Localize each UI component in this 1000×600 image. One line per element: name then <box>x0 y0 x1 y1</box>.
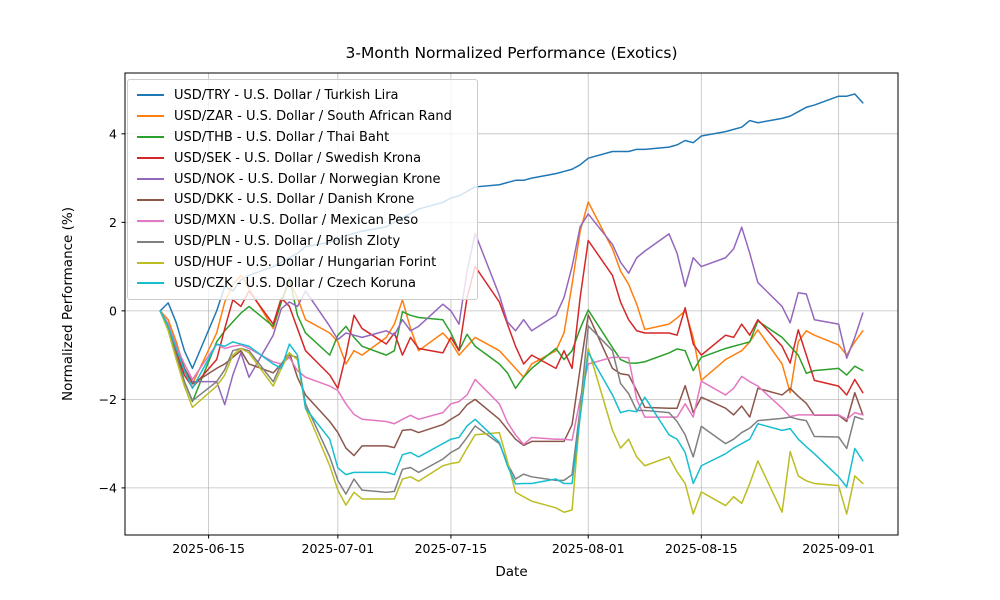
legend-label: USD/DKK - U.S. Dollar / Danish Krone <box>174 192 415 208</box>
y-tick-label: −4 <box>99 480 117 495</box>
series-line-USD-MXN <box>159 310 864 446</box>
x-tick-label: 2025-06-15 <box>172 541 245 556</box>
series-line-USD-SEK <box>159 239 864 396</box>
legend-line-swatch <box>137 157 164 160</box>
legend-item: USD/ZAR - U.S. Dollar / South African Ra… <box>137 106 468 127</box>
legend-label: USD/HUF - U.S. Dollar / Hungarian Forint <box>174 255 437 271</box>
series-line-USD-CZK <box>159 310 864 488</box>
y-tick-label: −2 <box>99 392 117 407</box>
series-line-USD-PLN <box>159 310 864 495</box>
legend-item: USD/TRY - U.S. Dollar / Turkish Lira <box>137 85 468 106</box>
y-tick-label: 0 <box>109 303 117 318</box>
legend-item: USD/SEK - U.S. Dollar / Swedish Krona <box>137 148 468 169</box>
series-line-USD-HUF <box>159 310 864 515</box>
legend-line-swatch <box>137 261 164 264</box>
legend-item: USD/MXN - U.S. Dollar / Mexican Peso <box>137 210 468 231</box>
legend-label: USD/TRY - U.S. Dollar / Turkish Lira <box>174 87 399 103</box>
legend-line-swatch <box>137 94 164 97</box>
legend-line-swatch <box>137 219 164 222</box>
series-line-USD-THB <box>159 277 864 403</box>
legend-label: USD/THB - U.S. Dollar / Thai Baht <box>174 129 390 145</box>
legend-label: USD/CZK - U.S. Dollar / Czech Koruna <box>174 275 416 291</box>
legend-item: USD/DKK - U.S. Dollar / Danish Krone <box>137 189 468 210</box>
legend-line-swatch <box>137 282 164 285</box>
legend-label: USD/NOK - U.S. Dollar / Norwegian Krone <box>174 171 441 187</box>
x-tick-label: 2025-07-15 <box>415 541 488 556</box>
legend-item: USD/CZK - U.S. Dollar / Czech Koruna <box>137 273 468 294</box>
legend: USD/TRY - U.S. Dollar / Turkish Lira USD/… <box>127 79 478 300</box>
x-axis-label: Date <box>495 564 528 580</box>
series-line-USD-DKK <box>159 310 864 457</box>
series-line-USD-NOK <box>159 213 864 406</box>
legend-line-swatch <box>137 198 164 201</box>
y-tick-label: 2 <box>109 215 117 230</box>
legend-label: USD/SEK - U.S. Dollar / Swedish Krona <box>174 150 422 166</box>
x-tick-label: 2025-09-01 <box>802 541 875 556</box>
y-tick-label: 4 <box>109 126 117 141</box>
x-tick-label: 2025-07-01 <box>302 541 375 556</box>
legend-line-swatch <box>137 178 164 180</box>
legend-item: USD/PLN - U.S. Dollar / Polish Zloty <box>137 231 468 252</box>
legend-line-swatch <box>137 115 164 118</box>
legend-label: USD/PLN - U.S. Dollar / Polish Zloty <box>174 234 401 250</box>
legend-label: USD/ZAR - U.S. Dollar / South African Ra… <box>174 108 452 124</box>
legend-item: USD/THB - U.S. Dollar / Thai Baht <box>137 127 468 148</box>
chart-title: 3-Month Normalized Performance (Exotics) <box>345 44 678 62</box>
legend-line-swatch <box>137 136 164 139</box>
plot-spines <box>124 72 899 536</box>
x-tick-label: 2025-08-01 <box>552 541 625 556</box>
legend-label: USD/MXN - U.S. Dollar / Mexican Peso <box>174 213 419 229</box>
legend-item: USD/HUF - U.S. Dollar / Hungarian Forint <box>137 252 468 273</box>
legend-line-swatch <box>137 240 164 243</box>
legend-item: USD/NOK - U.S. Dollar / Norwegian Krone <box>137 169 468 190</box>
x-tick-label: 2025-08-15 <box>665 541 738 556</box>
y-axis-label: Normalized Performance (%) <box>60 206 76 402</box>
